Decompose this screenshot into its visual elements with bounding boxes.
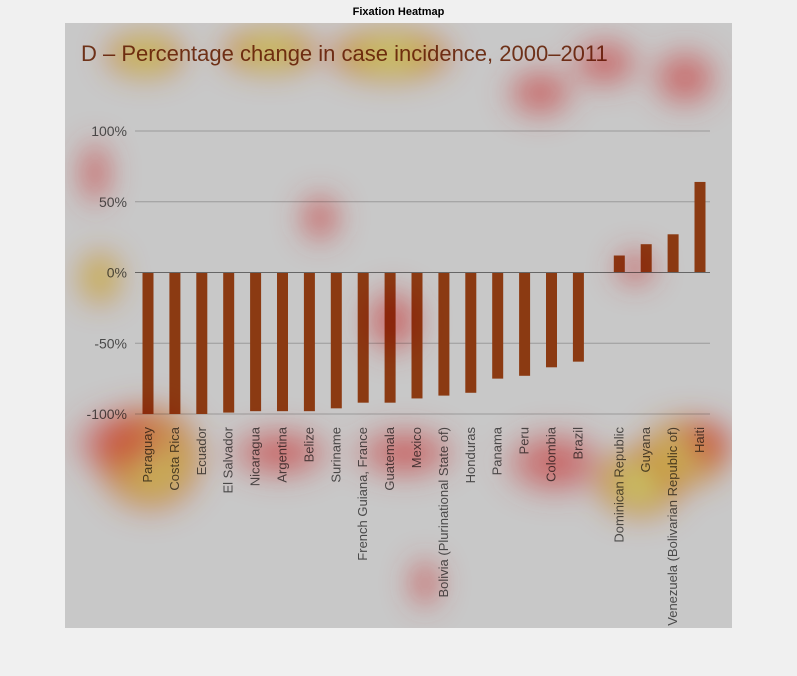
fixation-spot	[495, 425, 615, 501]
fixation-spot	[65, 403, 185, 483]
heatmap-image: 100%50%0%-50%-100% ParaguayCosta RicaEcu…	[65, 23, 732, 628]
fixation-spot	[76, 248, 124, 308]
bar	[667, 234, 679, 273]
y-tick-label: -50%	[94, 335, 127, 351]
fixation-spot	[220, 423, 340, 483]
bar	[250, 272, 262, 412]
x-tick-label: Honduras	[463, 427, 478, 484]
bar	[546, 272, 557, 368]
heatmap-overlay	[65, 25, 732, 613]
bar	[694, 181, 706, 273]
bar	[330, 272, 342, 409]
fixation-spot	[295, 188, 345, 248]
fixation-spot	[610, 246, 660, 290]
fixation-spot	[215, 25, 325, 77]
figure-title: Fixation Heatmap	[352, 6, 445, 18]
chart-svg: 100%50%0%-50%-100% ParaguayCosta RicaEcu…	[65, 23, 732, 628]
bar	[303, 272, 315, 412]
fixation-spot	[565, 33, 645, 93]
fixation-spot	[345, 423, 465, 483]
fixation-spot	[500, 63, 580, 123]
bar	[438, 272, 450, 396]
fixation-spot	[100, 29, 190, 81]
bar	[572, 272, 584, 362]
fixation-spot	[358, 281, 428, 361]
bar	[223, 272, 235, 413]
fixation-spot	[320, 25, 460, 85]
fixation-spot	[405, 553, 445, 613]
bar	[142, 272, 154, 414]
bar	[196, 272, 208, 414]
bar	[277, 272, 288, 412]
bar	[169, 272, 181, 414]
fixation-spot	[645, 43, 725, 113]
fixation-spot	[75, 133, 115, 213]
bar	[492, 272, 504, 379]
bar	[465, 272, 477, 393]
bar	[519, 272, 531, 376]
bars	[142, 181, 706, 414]
fixation-spot	[670, 413, 732, 473]
